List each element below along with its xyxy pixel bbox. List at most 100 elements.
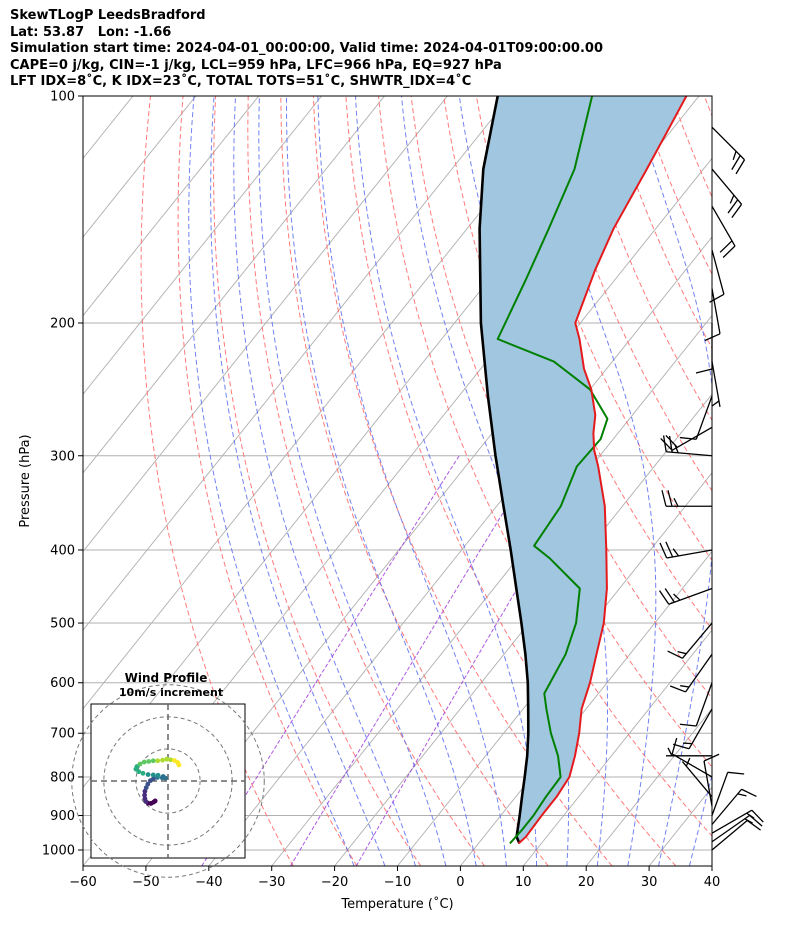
location-line: Lat: 53.87 Lon: -1.66 [10, 24, 172, 40]
y-tick-label: 900 [50, 809, 75, 824]
wind-barb-flag [695, 368, 713, 374]
parcel-profile-line [478, 96, 530, 844]
hodograph-point [150, 758, 156, 764]
hodograph-point [140, 770, 146, 776]
wind-barb-flag [677, 650, 687, 655]
wind-barb-staff [666, 549, 713, 559]
x-tick-label: −20 [321, 875, 348, 890]
inset-subtitle: 10m/s increment [119, 686, 223, 699]
wind-barb-staff [711, 361, 721, 407]
dry-adiabat [737, 96, 794, 866]
y-tick-label: 400 [50, 543, 75, 558]
dry-adiabat [606, 96, 712, 350]
x-tick-label: 10 [515, 875, 532, 890]
isotherm-line [83, 96, 197, 238]
isotherm-line [83, 96, 322, 395]
wind-barb-flag [679, 436, 697, 440]
moist-adiabat [258, 96, 447, 866]
wind-barb-flag [660, 437, 673, 451]
hodograph-point [151, 776, 156, 781]
wind-barb-flag [680, 685, 690, 688]
wind-barb-flag [704, 333, 721, 342]
wind-barb-staff [711, 249, 725, 295]
wind-barb-staff [703, 760, 713, 807]
wind-barb-flag [659, 542, 668, 559]
wind-barb [703, 753, 720, 807]
x-tick-label: 40 [704, 875, 721, 890]
wind-barb-flag [751, 809, 764, 823]
wind-barb-staff [711, 168, 743, 205]
hodograph-point [150, 772, 156, 778]
moist-adiabat [720, 96, 794, 866]
wind-barb-flag [659, 590, 670, 605]
wind-barb-staff [711, 205, 736, 247]
wind-barb-staff [668, 587, 713, 605]
dry-adiabat [247, 96, 485, 866]
mixing-ratio-line [290, 455, 539, 866]
moist-adiabat [631, 96, 712, 866]
hodograph-point [164, 756, 170, 762]
wind-barb-flag [665, 434, 678, 448]
isotherm-line [334, 393, 712, 866]
isotherm-line [145, 157, 712, 866]
wind-barb-flag [722, 245, 736, 258]
moist-adiabat [210, 96, 386, 866]
x-tick-label: −50 [132, 875, 159, 890]
chart-header: SkewTLogP LeedsBradford Lat: 53.87 Lon: … [10, 8, 603, 91]
wind-barb-flag [731, 155, 741, 170]
cape-shading [479, 96, 687, 844]
temperature-line [518, 96, 688, 845]
wind-barb-staff [711, 788, 743, 825]
wind-barb-flag [735, 159, 746, 175]
wind-barb [704, 288, 721, 342]
isotherm-line [585, 708, 712, 866]
wind-barb-flag [673, 593, 681, 601]
y-axis-label: Pressure (hPa) [18, 434, 33, 527]
wind-barb-staff [681, 761, 713, 798]
hodograph-point [137, 761, 143, 767]
isotherm-line [648, 786, 712, 866]
x-tick-label: −60 [69, 875, 96, 890]
wind-barb-staff [711, 772, 729, 816]
wind-barb [679, 395, 713, 440]
hodograph-point [146, 759, 152, 764]
isotherm-line [83, 96, 511, 631]
wind-barb [667, 622, 713, 659]
moist-adiabat [317, 96, 507, 866]
wind-barb [711, 361, 721, 407]
wind-barb-flag [727, 771, 745, 775]
dry-adiabat [638, 96, 712, 276]
plot-area [83, 96, 794, 866]
isotherm-line [83, 96, 448, 553]
hodograph-point [160, 774, 166, 779]
wind-barb [661, 490, 712, 507]
hodograph-point [155, 758, 161, 764]
wind-barbs [659, 126, 764, 851]
dry-adiabat [770, 96, 794, 866]
wind-barb [711, 809, 764, 834]
dewpoint-line [496, 96, 609, 845]
wind-barb-staff [685, 653, 713, 693]
x-tick-label: −30 [258, 875, 285, 890]
hodograph-point [145, 772, 151, 777]
wind-barb-staff [671, 753, 713, 778]
wind-barb [671, 737, 713, 778]
moist-adiabat [286, 96, 477, 866]
wind-barb [711, 771, 745, 816]
dry-adiabat [540, 96, 712, 492]
dry-adiabat [140, 96, 294, 866]
dry-adiabat [280, 96, 549, 866]
wind-barb [681, 757, 713, 798]
hodograph-point [145, 781, 151, 787]
wind-barb-staff [695, 682, 713, 727]
wind-barb-flag [672, 548, 680, 557]
hodograph-point [160, 757, 165, 763]
wind-barb [709, 249, 725, 303]
wind-barb-staff [711, 288, 721, 334]
y-tick-label: 800 [50, 770, 75, 785]
x-tick-label: −40 [195, 875, 222, 890]
wind-barb-flag [737, 793, 747, 797]
time-line: Simulation start time: 2024-04-01_00:00:… [10, 41, 603, 56]
